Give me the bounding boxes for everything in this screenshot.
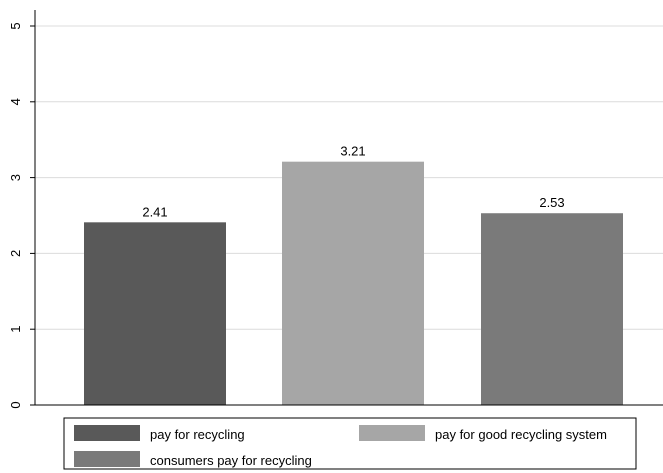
- legend-swatch: [359, 425, 425, 441]
- bar: [84, 222, 226, 405]
- legend-label: pay for recycling: [150, 427, 245, 442]
- bar-value-label: 2.53: [539, 195, 564, 210]
- bar: [481, 213, 623, 405]
- bars: 2.41 3.21 2.53: [84, 144, 623, 405]
- legend-swatch: [74, 425, 140, 441]
- y-tick-label: 2: [8, 250, 23, 257]
- bar-value-label: 2.41: [142, 204, 167, 219]
- legend-swatch: [74, 451, 140, 467]
- y-tick-label: 4: [8, 98, 23, 105]
- y-axis: 0 1 2 3 4 5: [8, 10, 663, 409]
- legend-label: consumers pay for recycling: [150, 453, 312, 468]
- y-tick-label: 1: [8, 326, 23, 333]
- y-tick-label: 0: [8, 401, 23, 408]
- legend: pay for recycling pay for good recycling …: [63, 417, 637, 470]
- y-tick-label: 5: [8, 22, 23, 29]
- y-tick-label: 3: [8, 174, 23, 181]
- legend-label: pay for good recycling system: [435, 427, 607, 442]
- bar: [282, 161, 424, 405]
- legend-box: [63, 417, 637, 470]
- bar-value-label: 3.21: [340, 144, 365, 159]
